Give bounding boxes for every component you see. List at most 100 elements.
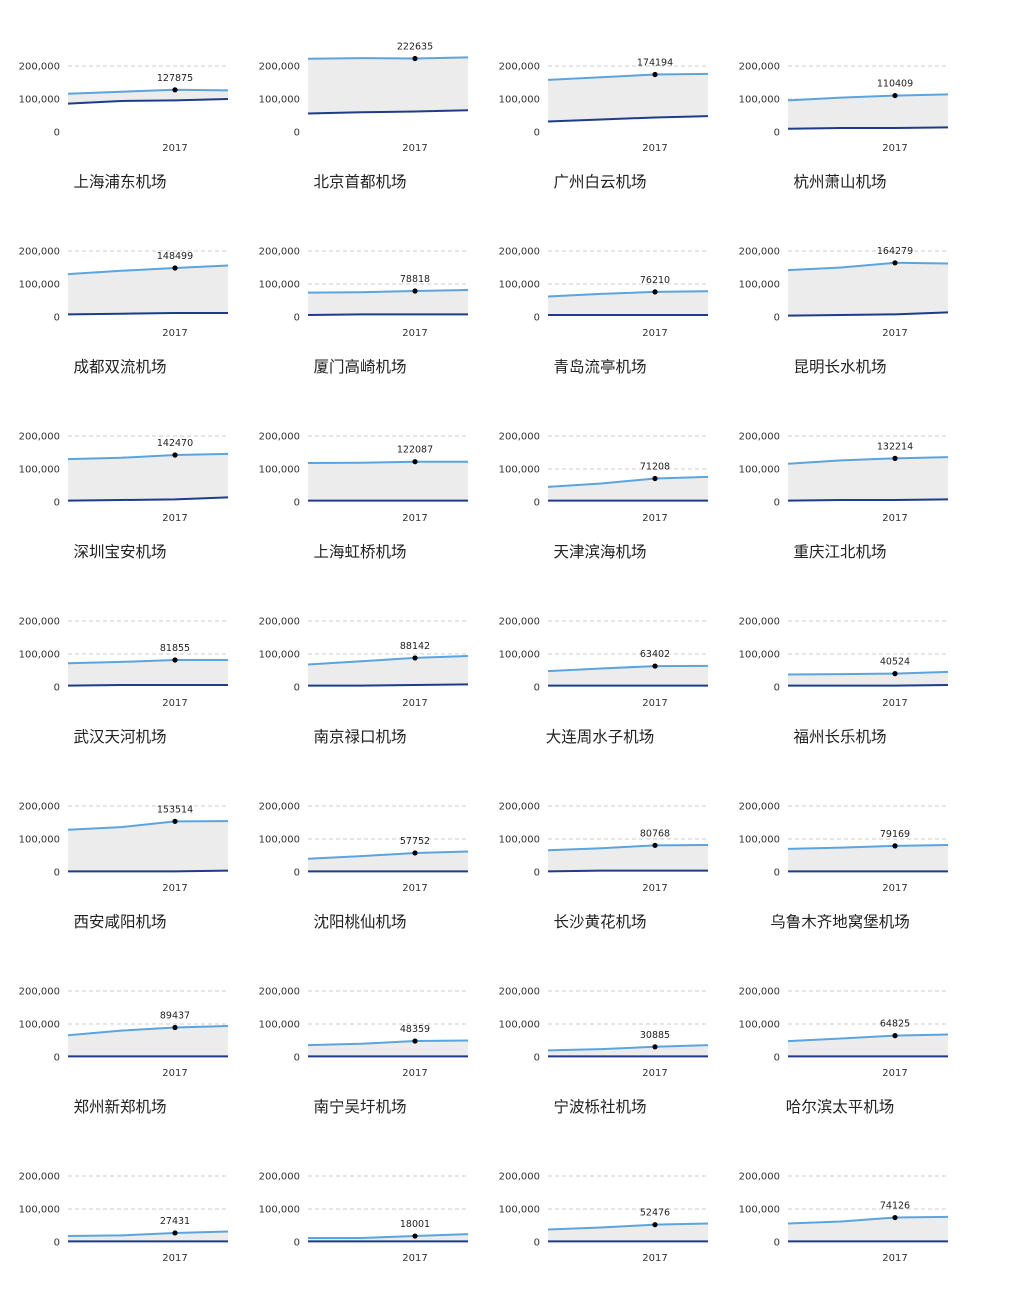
panel-title: 上海浦东机场: [73, 173, 167, 191]
chart-panel: 200,000 100,000 0 222635 2017 北京首都机场: [240, 0, 480, 191]
panel-title: 福州长乐机场: [793, 728, 887, 746]
y-tick-label: 100,000: [499, 280, 540, 291]
series-upper-line: [547, 1044, 709, 1052]
series-upper-line: [787, 1215, 949, 1225]
panel-title: 成都双流机场: [73, 358, 167, 376]
chart-panel: 200,000 100,000 0 76210 2017 青岛流亭机场: [480, 185, 720, 376]
chart-panel: 200,000 100,000 0 110409 2017 杭州萧山机场: [720, 0, 960, 191]
panel-chart: 200,000 100,000 0 18001 2017: [259, 1172, 469, 1264]
data-label: 127875: [157, 73, 193, 84]
y-tick-label: 100,000: [499, 1020, 540, 1031]
x-tick-label: 2017: [642, 143, 667, 154]
chart-panel: 200,000 100,000 0 174194 2017 广州白云机场: [480, 0, 720, 191]
marker-point: [892, 260, 898, 266]
chart-panel: 200,000 100,000 0 142470 2017 深圳宝安机场: [0, 370, 240, 561]
y-tick-label: 200,000: [499, 432, 540, 443]
y-tick-label: 0: [534, 683, 540, 694]
y-tick-label: 0: [294, 1238, 300, 1249]
series-upper-line: [787, 1033, 949, 1043]
panel-title: 南京禄口机场: [313, 728, 407, 746]
y-tick-label: 100,000: [499, 1205, 540, 1216]
chart-panel: 200,000 100,000 0 78818 2017 厦门高崎机场: [240, 185, 480, 376]
panel-chart: 200,000 100,000 0 48359 2017: [259, 987, 469, 1079]
series-upper-line: [307, 1039, 469, 1047]
series-upper-line: [67, 452, 229, 461]
panel-title: 昆明长水机场: [793, 358, 887, 376]
y-tick-label: 200,000: [259, 432, 300, 443]
panel-title: 沈阳桃仙机场: [313, 913, 407, 931]
panel-chart: 200,000 100,000 0 71208 2017: [499, 432, 709, 524]
data-label: 57752: [400, 836, 430, 847]
y-tick-label: 200,000: [19, 617, 60, 628]
data-label: 174194: [637, 58, 673, 69]
y-tick-label: 200,000: [259, 617, 300, 628]
y-tick-label: 200,000: [19, 987, 60, 998]
y-tick-label: 0: [774, 128, 780, 139]
y-tick-label: 0: [534, 1053, 540, 1064]
data-label: 48359: [400, 1024, 430, 1035]
series-band-area: [68, 659, 228, 686]
x-tick-label: 2017: [642, 698, 667, 709]
y-tick-label: 200,000: [739, 247, 780, 258]
data-label: 89437: [160, 1010, 190, 1021]
y-tick-label: 200,000: [19, 432, 60, 443]
y-tick-label: 0: [534, 128, 540, 139]
x-tick-label: 2017: [402, 328, 427, 339]
panel-title: 西安咸阳机场: [73, 913, 167, 931]
x-tick-label: 2017: [882, 513, 907, 524]
y-tick-label: 200,000: [739, 987, 780, 998]
series-lower-line: [67, 496, 229, 502]
chart-panel: 200,000 100,000 0 127875 2017 上海浦东机场: [0, 0, 240, 191]
chart-panel: 200,000 100,000 0 64825 2017 哈尔滨太平机场: [720, 925, 960, 1116]
series-upper-line: [67, 1024, 229, 1037]
x-tick-label: 2017: [402, 883, 427, 894]
y-tick-label: 200,000: [499, 987, 540, 998]
y-tick-label: 0: [774, 498, 780, 509]
y-tick-label: 200,000: [259, 247, 300, 258]
panel-title: 大连周水子机场: [545, 728, 655, 746]
x-tick-label: 2017: [162, 143, 187, 154]
y-tick-label: 0: [54, 683, 60, 694]
series-lower-line: [547, 869, 708, 873]
chart-panel: 200,000 100,000 0 48359 2017 南宁吴圩机场: [240, 925, 480, 1116]
panel-chart: 200,000 100,000 0 27431 2017: [19, 1172, 229, 1264]
series-band-area: [68, 1025, 228, 1057]
series-band-area: [788, 844, 948, 872]
y-tick-label: 200,000: [499, 802, 540, 813]
chart-panel: 200,000 100,000 0 122087 2017 上海虹桥机场: [240, 370, 480, 561]
panel-chart: 200,000 100,000 0 76210 2017: [499, 247, 709, 339]
chart-panel: 200,000 100,000 0 52476 2017: [480, 1110, 720, 1295]
y-tick-label: 0: [534, 868, 540, 879]
y-tick-label: 0: [294, 313, 300, 324]
marker-point: [412, 459, 418, 465]
series-band-area: [548, 844, 708, 872]
y-tick-label: 100,000: [739, 835, 780, 846]
marker-point: [892, 1214, 898, 1221]
chart-panel: 200,000 100,000 0 79169 2017 乌鲁木齐地窝堡机场: [720, 740, 960, 931]
series-upper-line: [67, 1230, 229, 1238]
y-tick-label: 200,000: [19, 62, 60, 73]
y-tick-label: 200,000: [19, 802, 60, 813]
y-tick-label: 0: [774, 1053, 780, 1064]
chart-panel: 200,000 100,000 0 71208 2017 天津滨海机场: [480, 370, 720, 561]
marker-point: [172, 87, 178, 93]
panel-chart: 200,000 100,000 0 88142 2017: [259, 617, 469, 709]
y-tick-label: 200,000: [19, 247, 60, 258]
chart-panel: 200,000 100,000 0 164279 2017 昆明长水机场: [720, 185, 960, 376]
marker-point: [652, 71, 658, 78]
series-upper-line: [787, 843, 949, 850]
y-tick-label: 100,000: [739, 465, 780, 476]
series-band-area: [68, 1231, 228, 1242]
panel-chart: 200,000 100,000 0 142470 2017: [19, 432, 229, 524]
series-lower-line: [787, 126, 949, 130]
y-tick-label: 0: [294, 1053, 300, 1064]
x-tick-label: 2017: [162, 698, 187, 709]
y-tick-label: 200,000: [259, 987, 300, 998]
y-tick-label: 200,000: [259, 62, 300, 73]
chart-panel: 200,000 100,000 0 57752 2017 沈阳桃仙机场: [240, 740, 480, 931]
panel-title: 宁波栎社机场: [553, 1098, 647, 1116]
x-tick-label: 2017: [402, 143, 427, 154]
y-tick-label: 0: [294, 128, 300, 139]
series-upper-line: [67, 658, 229, 665]
series-upper-line: [547, 290, 709, 298]
